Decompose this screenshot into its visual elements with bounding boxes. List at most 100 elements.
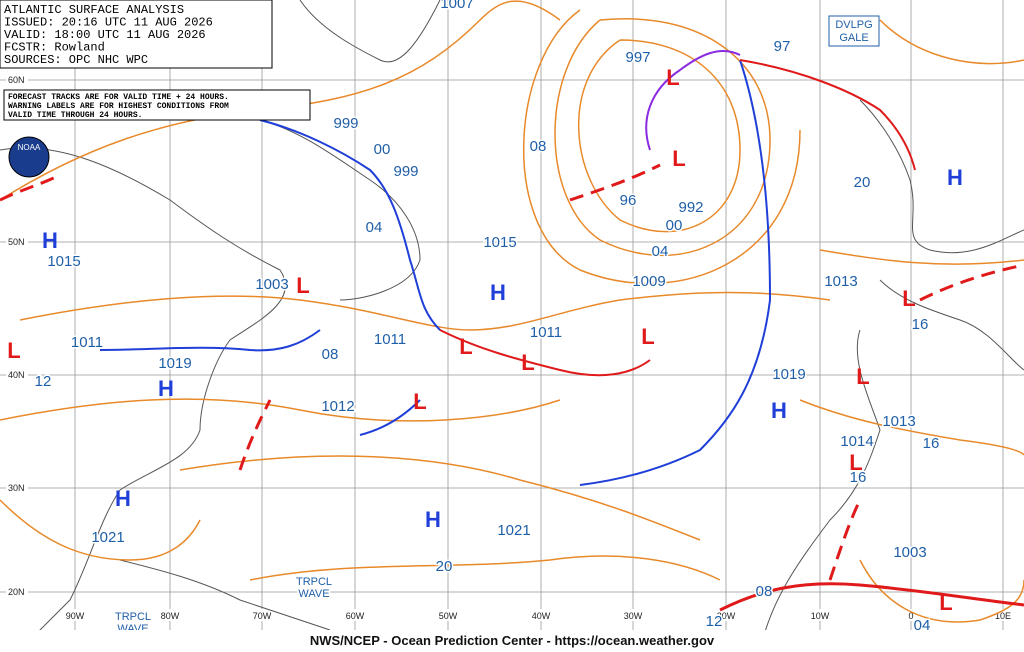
longitude-label-bg <box>248 609 276 621</box>
high-center: H <box>947 165 963 190</box>
isobar-label: 1015 <box>47 253 80 270</box>
occluded-front <box>645 50 741 151</box>
latitude-label-bg <box>6 369 28 381</box>
isobar-label: 999 <box>393 163 418 180</box>
latitude-label: 20N <box>8 587 25 597</box>
header-line: ATLANTIC SURFACE ANALYSIS <box>4 3 184 17</box>
longitude-label-bg <box>61 609 89 621</box>
latitude-label-bg <box>6 586 28 598</box>
note-line: WARNING LABELS ARE FOR HIGHEST CONDITION… <box>8 102 229 111</box>
isobar-label: 1015 <box>483 234 516 251</box>
isobar-label: 1011 <box>374 331 406 348</box>
low-center: L <box>413 389 426 414</box>
longitude-label: 50W <box>439 611 458 621</box>
latitude-label: 60N <box>8 75 25 85</box>
isobar <box>819 249 1024 265</box>
header-line: SOURCES: OPC NHC WPC <box>4 53 148 67</box>
longitude-label: 10E <box>995 611 1011 621</box>
warning-line: DVLPG <box>835 19 872 31</box>
isobar-label: 16 <box>912 316 929 333</box>
isobar <box>0 398 561 422</box>
longitude-label-bg <box>341 609 369 621</box>
trough <box>569 163 661 202</box>
coast <box>119 559 331 631</box>
coast <box>0 147 286 651</box>
coast <box>859 99 1024 254</box>
isobar-label: 1011 <box>530 324 562 341</box>
isobar-label: 00 <box>374 141 391 158</box>
trough <box>238 399 272 471</box>
header-line: VALID: 18:00 UTC 11 AUG 2026 <box>4 28 206 42</box>
latitude-label: 40N <box>8 370 25 380</box>
isobar-label: 20 <box>854 174 871 191</box>
isobar <box>0 0 561 201</box>
isobar-label: 1014 <box>840 433 873 450</box>
longitude-label-bg <box>806 609 834 621</box>
isobar-label: 1011 <box>71 334 103 351</box>
high-center: H <box>771 398 787 423</box>
low-center: L <box>296 273 309 298</box>
cold-front <box>359 399 421 436</box>
isobar-label: 08 <box>322 346 339 363</box>
warm-front <box>739 59 916 171</box>
latitude-label: 50N <box>8 237 25 247</box>
low-center: L <box>521 350 534 375</box>
longitude-label: 80W <box>161 611 180 621</box>
isobar-label: 1009 <box>632 273 665 290</box>
coast <box>259 119 421 301</box>
longitude-label-bg <box>989 609 1017 621</box>
longitude-label-bg <box>897 609 925 621</box>
isobar-label: 1013 <box>882 413 915 430</box>
longitude-label-bg <box>712 609 740 621</box>
isobar-label: 16 <box>923 435 940 452</box>
logo: NOAA <box>8 136 50 178</box>
longitude-label: 40W <box>532 611 551 621</box>
isobar <box>19 291 831 331</box>
isobar-label: 00 <box>666 217 683 234</box>
low-center: L <box>7 338 20 363</box>
low-center: L <box>856 364 869 389</box>
isobar-label: 999 <box>333 115 358 132</box>
isobar <box>879 19 1024 65</box>
isobar-label: 1003 <box>893 544 926 561</box>
latitude-label-bg <box>6 482 28 494</box>
high-center: H <box>158 376 174 401</box>
isobar <box>578 39 741 233</box>
longitude-label: 10W <box>811 611 830 621</box>
longitude-label-bg <box>156 609 184 621</box>
logo-text: NOAA <box>18 143 41 152</box>
note-box <box>3 89 311 121</box>
isobar-label: 1013 <box>824 273 857 290</box>
longitude-label: 30W <box>624 611 643 621</box>
isobar <box>799 399 1024 456</box>
note: FORECAST TRACKS ARE FOR VALID TIME + 24 … <box>8 93 229 120</box>
longitude-label-bg <box>527 609 555 621</box>
high-center: H <box>115 486 131 511</box>
header-box <box>0 0 273 69</box>
high-center: H <box>490 280 506 305</box>
isobar <box>522 9 801 285</box>
isobar-label: 97 <box>774 38 791 55</box>
high-center: H <box>42 228 58 253</box>
isobar-label: 997 <box>625 49 650 66</box>
isobar <box>554 18 771 256</box>
warning-line: GALE <box>839 32 868 44</box>
cold-front <box>259 119 441 331</box>
isobar-label: 1007 <box>440 0 473 12</box>
isobar-label: 1019 <box>158 355 191 372</box>
isobar-label: 1021 <box>91 529 124 546</box>
isobar-label: 20 <box>436 558 453 575</box>
latitude-label-bg <box>6 74 28 86</box>
note-line: VALID TIME THROUGH 24 HOURS. <box>8 111 142 120</box>
low-center: L <box>666 65 679 90</box>
trough <box>919 263 1024 302</box>
isobars <box>0 0 1024 623</box>
latitude-label: 30N <box>8 483 25 493</box>
low-center: L <box>672 146 685 171</box>
high-center: H <box>425 507 441 532</box>
isobar-label: 12 <box>35 373 52 390</box>
